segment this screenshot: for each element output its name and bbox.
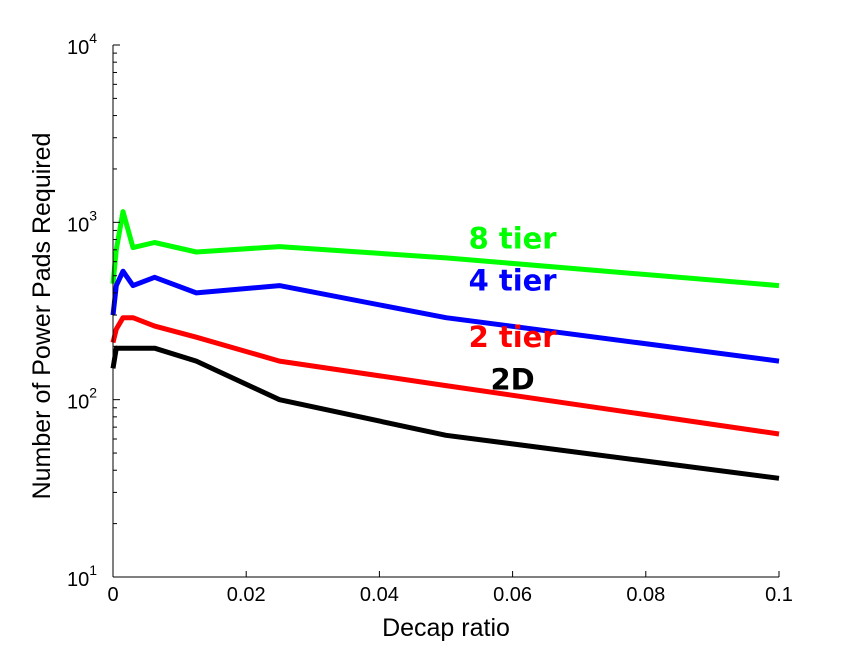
series-layer: [110, 209, 780, 481]
series-line-2: [110, 315, 780, 437]
series-label-1: 4 tier: [469, 263, 558, 297]
x-tick-label-0: 0: [107, 584, 118, 606]
x-axis-title: Decap ratio: [382, 614, 510, 642]
x-tick-label-2: 0.04: [360, 584, 399, 606]
y-tick-label-0: 101: [67, 562, 97, 591]
y-axis-title: Number of Power Pads Required: [28, 133, 56, 500]
series-label-2: 2 tier: [469, 320, 558, 354]
series-line-3: [110, 345, 780, 481]
x-tick-label-1: 0.02: [227, 584, 266, 606]
y-tick-label-1: 102: [67, 385, 97, 414]
series-label-3: 2D: [490, 362, 534, 396]
series-label-0: 8 tier: [469, 222, 558, 256]
series-line-0: [110, 209, 780, 289]
series-line-1: [110, 268, 780, 364]
axes-layer: 0 0.02 0.04 0.06 0.08 0.1 101 102 103 104: [67, 30, 793, 606]
x-tick-label-5: 0.1: [765, 584, 793, 606]
y-tick-label-2: 103: [67, 207, 97, 236]
x-tick-label-3: 0.06: [493, 584, 532, 606]
series-label-layer: 8 tier 4 tier 2 tier 2D: [469, 222, 558, 397]
y-tick-label-3: 104: [67, 30, 97, 59]
x-tick-label-4: 0.08: [626, 584, 665, 606]
